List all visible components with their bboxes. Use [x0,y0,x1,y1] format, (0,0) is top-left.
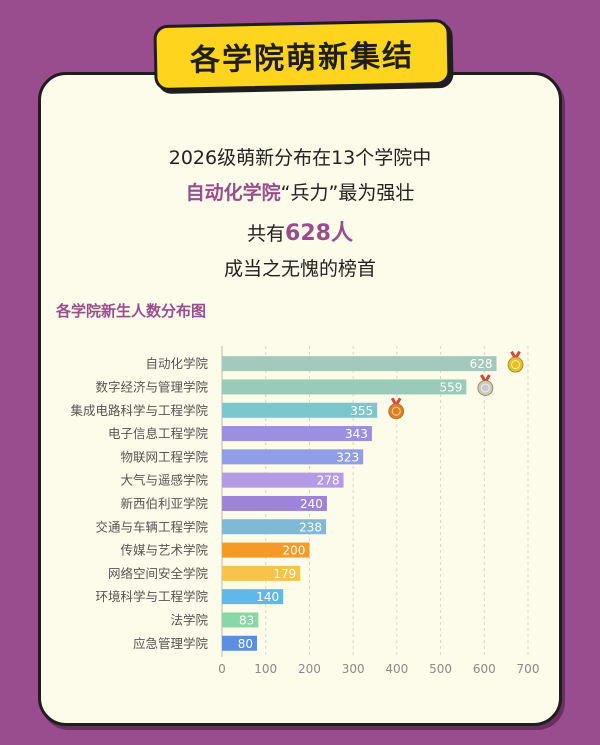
bar [222,402,378,418]
category-label: 环境科学与工程学院 [95,589,208,604]
category-label: 网络空间安全学院 [108,566,209,581]
medal-icon [507,356,524,373]
chart-title: 各学院新生人数分布图 [56,302,207,320]
data-label: 240 [300,497,323,511]
intro-line-4: 成当之无愧的榜首 [223,258,376,280]
data-label: 83 [239,613,254,627]
x-tick-label: 300 [342,662,365,676]
content-card [38,72,562,726]
x-tick-label: 100 [254,662,277,676]
top-count-highlight: 628人 [285,221,353,246]
x-tick-label: 700 [517,662,540,676]
intro-line-2: 自动化学院“兵力”最为强壮 [0,178,600,205]
data-label: 179 [273,567,296,581]
data-label: 140 [256,590,279,604]
intro-line-3: 共有628人 [0,215,600,247]
intro-line-3-prefix: 共有 [247,223,286,245]
bar [222,379,467,395]
data-label: 238 [299,520,322,534]
bar [222,635,257,651]
medal-icon [388,403,405,420]
bar [222,612,259,628]
medal-inner-icon [391,406,401,416]
intro-line-1: 2026级萌新分布在13个学院中 [168,147,432,169]
category-label: 集成电路科学与工程学院 [70,403,208,418]
data-label: 343 [345,427,368,441]
data-label: 355 [350,404,373,418]
x-tick-label: 400 [385,662,408,676]
data-label: 200 [283,544,306,558]
data-label: 628 [470,357,493,371]
data-label: 80 [238,637,253,651]
category-label: 自动化学院 [145,356,208,371]
category-label: 电子信息工程学院 [108,426,209,441]
bar [222,472,344,488]
intro-line-2-rest: “兵力”最为强壮 [280,182,415,204]
bar [222,519,327,535]
x-tick-label: 200 [298,662,321,676]
category-label: 传媒与艺术学院 [120,543,208,558]
category-label: 大气与遥感学院 [120,473,208,488]
data-label: 323 [336,450,359,464]
category-label: 法学院 [170,612,208,627]
category-label: 数字经济与管理学院 [95,379,208,394]
bar [222,589,284,605]
category-label: 新西伯利亚学院 [120,496,208,511]
x-tick-label: 600 [473,662,496,676]
x-tick-label: 0 [218,662,226,676]
category-label: 物联网工程学院 [120,449,208,464]
bar [222,542,310,558]
medal-icon [477,380,494,396]
data-label: 278 [317,474,340,488]
bar [222,565,301,581]
medal-inner-icon [480,383,490,393]
x-tick-label: 500 [429,662,452,676]
medal-inner-icon [511,360,521,370]
bar [222,495,327,511]
bar [222,426,372,442]
top-college-highlight: 自动化学院 [185,182,281,204]
category-label: 应急管理学院 [133,636,209,651]
data-label: 559 [439,380,462,394]
bar [222,356,497,372]
category-label: 交通与车辆工程学院 [95,519,208,534]
bar [222,449,364,465]
